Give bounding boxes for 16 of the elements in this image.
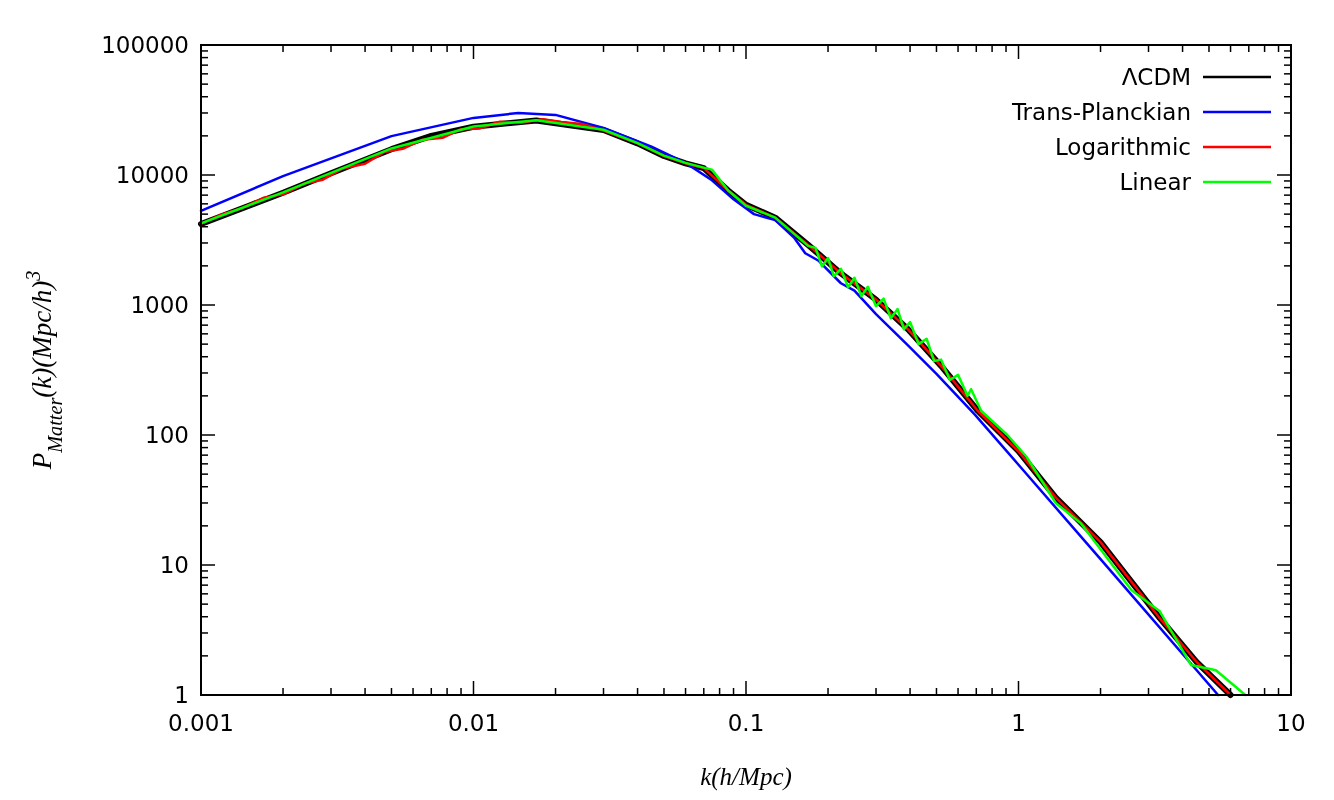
x-tick-label: 0.01 [447, 710, 500, 736]
legend-label: Logarithmic [1054, 134, 1191, 161]
x-axis-title: k(h/Mpc) [700, 763, 792, 791]
legend-label: Linear [1119, 169, 1192, 196]
legend-label: ΛCDM [1121, 64, 1191, 91]
y-tick-label: 10000 [115, 162, 189, 189]
y-tick-label: 10 [159, 552, 189, 579]
y-tick-label: 100000 [101, 32, 189, 59]
y-tick-label: 1 [174, 682, 189, 709]
y-tick-label: 100 [145, 422, 189, 449]
legend-label: Trans-Planckian [1010, 99, 1191, 126]
x-tick-label: 1 [1011, 710, 1026, 736]
x-tick-label: 10 [1276, 710, 1306, 736]
x-tick-label: 0.1 [727, 710, 765, 736]
x-tick-label: 0.001 [168, 710, 234, 736]
y-tick-label: 1000 [130, 292, 189, 319]
